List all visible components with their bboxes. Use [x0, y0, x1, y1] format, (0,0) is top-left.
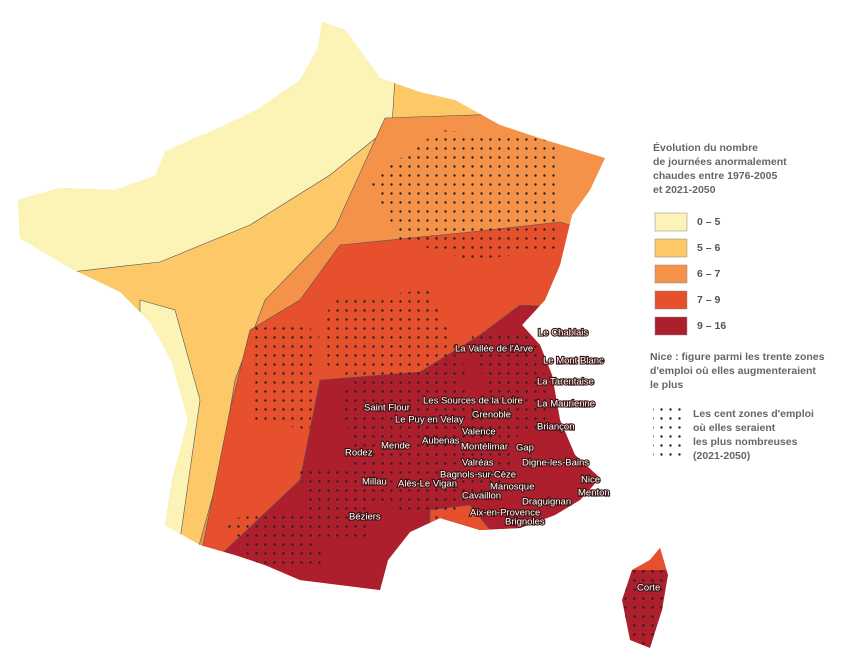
legend-note: le plus: [650, 379, 683, 391]
place-label: Gap: [516, 443, 534, 454]
legend-dots: [653, 408, 683, 462]
legend-title: et 2021-2050: [653, 184, 716, 196]
dotted-zone: [250, 320, 320, 430]
zone: [622, 548, 668, 570]
place-label: La Vallée de l'Arve: [455, 344, 533, 355]
place-label: Draguignan: [522, 497, 571, 508]
legend-note: d'emploi où elles augmenteraient: [650, 365, 816, 377]
legend-label: 5 – 6: [697, 242, 721, 254]
legend-dots-note: les plus nombreuses: [693, 436, 798, 448]
place-label: Le Mont Blanc: [543, 356, 604, 367]
legend-title: chaudes entre 1976-2005: [653, 170, 777, 182]
place-label: Le Puy en Velay: [395, 415, 464, 426]
legend-title: de journées anormalement: [653, 156, 787, 168]
place-label: Bagnols-sur-Cèze: [440, 470, 516, 481]
corsica: [622, 548, 668, 648]
legend: Évolution du nombre de journées anormalem…: [650, 141, 825, 462]
dotted-zone: [300, 470, 370, 540]
legend-label: 7 – 9: [697, 294, 721, 306]
legend-label: 0 – 5: [697, 216, 721, 228]
dotted-zone: [370, 130, 560, 260]
place-label: La Maurienne: [537, 399, 595, 410]
place-label: Alès-Le Vigan: [398, 479, 457, 490]
place-label: Les Sources de la Loire: [423, 396, 523, 407]
dotted-zone: [470, 330, 550, 440]
legend-dots-note: où elles seraient: [693, 422, 776, 434]
legend-swatch: [654, 316, 688, 336]
place-label: La Tarentaise: [537, 377, 594, 388]
legend-dots-note: Les cent zones d'emploi: [693, 408, 814, 420]
place-label: Brignoles: [505, 517, 545, 528]
place-label: Saint Flour: [364, 403, 410, 414]
legend-title: Évolution du nombre: [653, 141, 758, 154]
place-label: Briançon: [537, 422, 575, 433]
dotted-zone: [340, 390, 520, 520]
place-label: Menton: [578, 488, 610, 499]
place-label: Valréas: [462, 458, 494, 469]
legend-label: 9 – 16: [697, 320, 726, 332]
legend-swatch: [654, 238, 688, 258]
dotted-zone: [220, 510, 330, 570]
dotted-zone: [320, 290, 470, 400]
place-label: Rodez: [345, 448, 373, 459]
legend-swatch: [654, 212, 688, 232]
place-label: Valence: [462, 427, 496, 438]
legend-label: 6 – 7: [697, 268, 721, 280]
place-label: Grenoble: [472, 410, 511, 421]
place-label: Digne-les-Bains: [522, 458, 589, 469]
place-label: Béziers: [349, 512, 381, 523]
place-label: Cavaillon: [462, 491, 501, 502]
place-label: Millau: [362, 477, 387, 488]
place-label: Aubenas: [422, 436, 460, 447]
legend-note: Nice : figure parmi les trente zones: [650, 351, 825, 363]
place-label: Corte: [637, 583, 660, 594]
place-label: Le Chablais: [538, 328, 588, 339]
place-label: Montélimar: [461, 442, 508, 453]
place-label: Aix-en-Provence: [470, 508, 540, 519]
legend-swatch: [654, 264, 688, 284]
place-label: Manosque: [490, 482, 534, 493]
place-label: Nice: [581, 475, 600, 486]
legend-swatch: [654, 290, 688, 310]
place-labels: Le Chablais La Vallée de l'Arve Le Mont Bl…: [344, 326, 661, 594]
place-label: Mende: [381, 441, 410, 452]
legend-dots-note: (2021-2050): [693, 450, 750, 462]
